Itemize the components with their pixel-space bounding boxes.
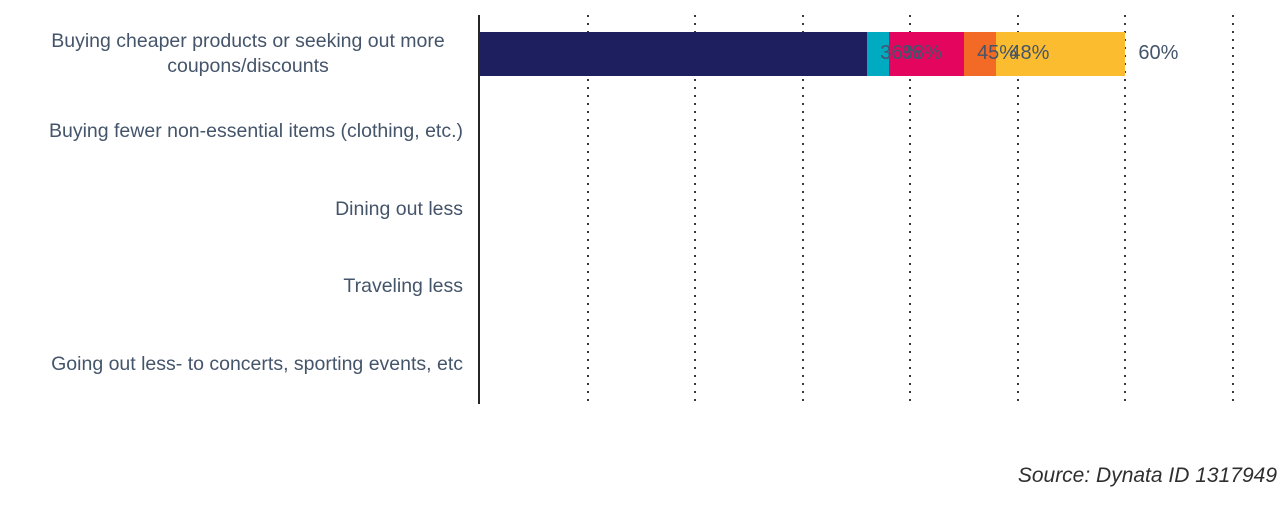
- category-label-row: Dining out less: [0, 170, 463, 248]
- category-label-row: Traveling less: [0, 248, 463, 326]
- bar-row: 36%: [480, 15, 1233, 93]
- bar: [480, 31, 868, 76]
- plot-area: 60% 48% 45% 38% 36%: [480, 15, 1234, 403]
- gridline: [586, 15, 589, 403]
- category-label: Traveling less: [343, 275, 463, 298]
- source-note: Source: Dynata ID 1317949: [1017, 464, 1277, 487]
- category-labels-column: Buying cheaper products or seeking out m…: [0, 15, 463, 403]
- value-label: 36%: [880, 42, 921, 65]
- y-axis-line: [478, 15, 480, 404]
- gridline: [1232, 15, 1234, 403]
- value-label: 38%: [901, 42, 942, 65]
- category-label-row: Going out less- to concerts, sporting ev…: [0, 325, 463, 403]
- value-label: 45%: [977, 42, 1018, 65]
- value-label: 60%: [1138, 42, 1179, 65]
- gridline: [694, 15, 697, 403]
- category-label: Going out less- to concerts, sporting ev…: [51, 352, 463, 375]
- gridline: [1016, 15, 1019, 403]
- category-label: Buying fewer non-essential items (clothi…: [48, 119, 463, 142]
- category-label-row: Buying cheaper products or seeking out m…: [0, 15, 463, 93]
- category-label: Buying cheaper products or seeking out m…: [51, 29, 445, 77]
- category-label-row: Buying fewer non-essential items (clothi…: [0, 93, 463, 171]
- gridline: [909, 15, 912, 403]
- gridline: [1124, 15, 1127, 403]
- value-label: 48%: [1009, 42, 1050, 65]
- gridline: [801, 15, 804, 403]
- category-label: Dining out less: [335, 197, 463, 220]
